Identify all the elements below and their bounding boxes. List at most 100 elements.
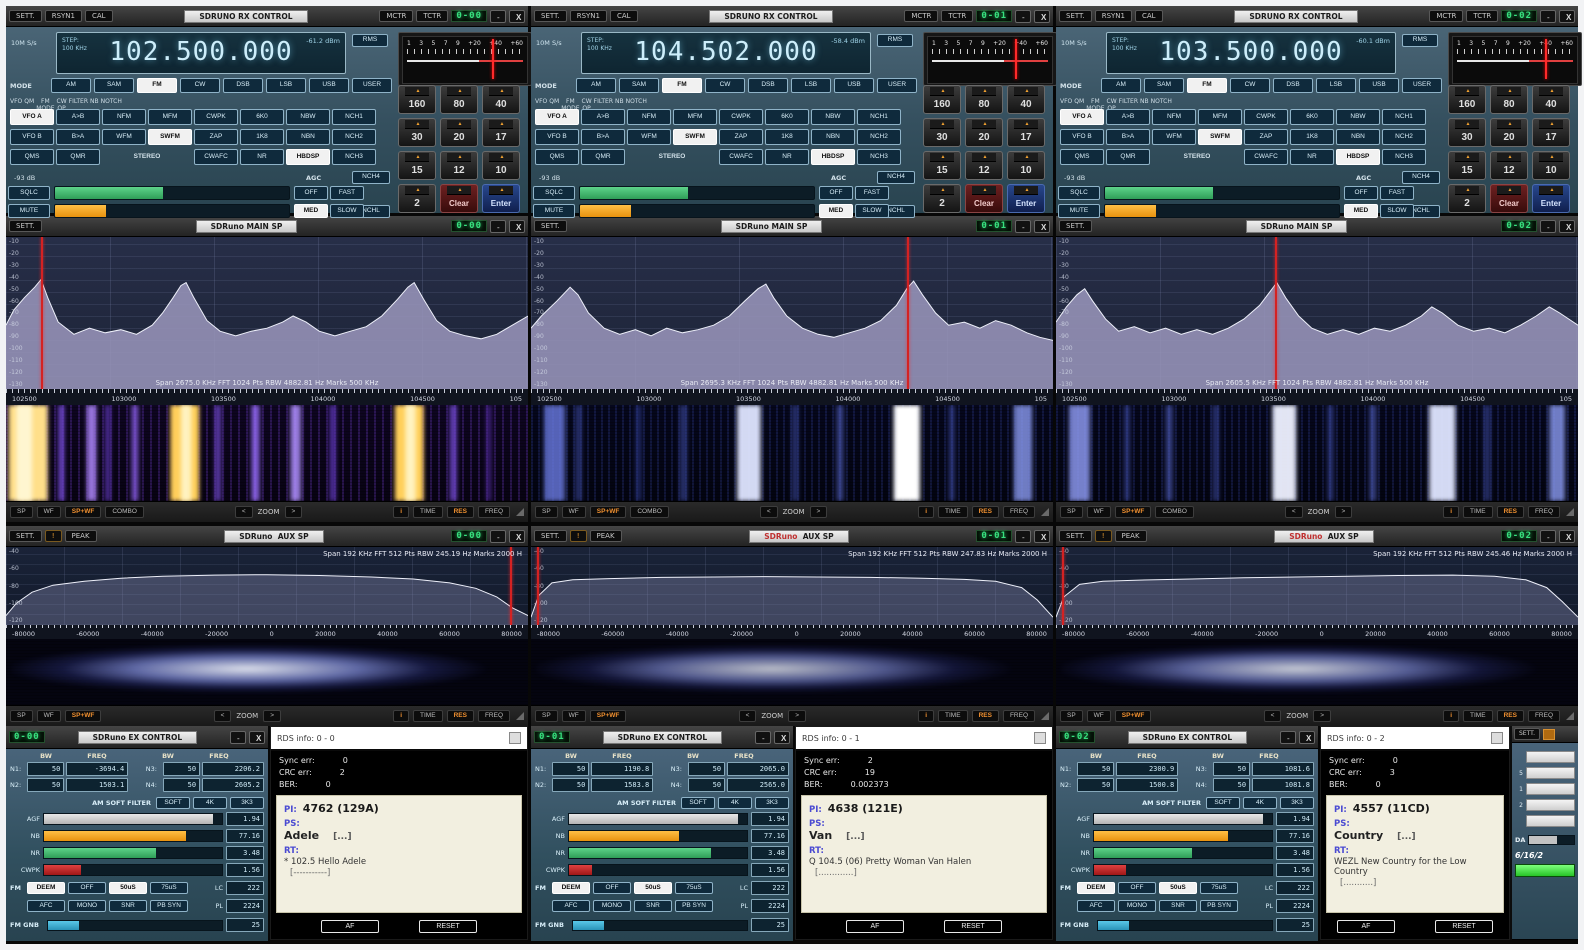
rx-grid-button[interactable]: QMR [56,149,100,165]
main-waterfall[interactable] [531,405,1053,501]
slider-track[interactable] [568,847,748,859]
mode-button[interactable]: AM [1101,78,1141,93]
mode-button[interactable]: USER [877,78,917,93]
band-key[interactable]: ▲ 20 [440,118,478,147]
rx-grid-button[interactable]: B>A [581,129,625,145]
reset-button[interactable]: RESET [1435,919,1493,933]
band-key[interactable]: ▲ Enter [482,184,520,213]
aux-titlebar-button[interactable]: ! [44,529,62,543]
band-key[interactable]: ▲ Clear [440,184,478,213]
frequency-display[interactable]: STEP: 100 KHz 103.500.000 -60.1 dBm [1106,32,1396,74]
band-key[interactable]: ▲ 17 [482,118,520,147]
slider-track[interactable] [43,830,223,842]
notch4-button[interactable]: NCH4 [1402,171,1440,184]
display-mode-button[interactable]: COMBO [630,505,669,519]
tune-marker[interactable] [537,547,540,625]
gnb-slider[interactable] [572,919,748,931]
rx-grid-button[interactable]: HBDSP [1336,149,1380,165]
squelch-slider[interactable] [579,186,815,200]
band-key[interactable]: ▲ 10 [482,151,520,180]
zoom-in-button[interactable]: > [284,505,303,519]
aux-titlebar-button[interactable]: SETT. [1059,529,1092,543]
display-mode-button[interactable]: SP+WF [1114,709,1152,723]
rx-grid-button[interactable]: 1K8 [765,129,809,145]
notch4-button[interactable]: NCH4 [352,171,390,184]
display-mode-button[interactable]: WF [1086,505,1111,519]
band-key[interactable]: ▲ 12 [1490,151,1528,180]
gnb-slider[interactable] [47,919,223,931]
notch4-bw[interactable]: 50 [163,778,201,792]
display-mode-button[interactable]: WF [561,505,586,519]
aux-titlebar-button[interactable]: PEAK [1114,529,1147,543]
rx-grid-button[interactable]: NCH3 [1382,149,1426,165]
rx-grid-button[interactable]: QMR [1106,149,1150,165]
agc-fast-button[interactable]: FAST [855,186,889,200]
rx-titlebar-button[interactable]: SETT. [534,9,567,23]
mode-button[interactable]: DSB [748,78,788,93]
sp-option-button[interactable]: TIME [938,505,968,519]
minimize-button[interactable]: - [755,730,772,744]
rx-grid-button[interactable]: QMS [10,149,54,165]
rx-grid-button[interactable]: NCH2 [332,129,376,145]
notch3-freq[interactable]: 1081.6 [1252,762,1314,776]
am-filter-button[interactable]: SOFT [1206,797,1240,809]
rx-titlebar-button[interactable]: MCTR [904,9,939,23]
band-key[interactable]: ▲ 160 [1448,85,1486,114]
sp-option-button[interactable]: TIME [1463,709,1493,723]
rx-grid-button[interactable]: NCH3 [857,149,901,165]
display-mode-button[interactable]: COMBO [105,505,144,519]
rx-titlebar-button[interactable]: TCTR [941,9,974,23]
slider-track[interactable] [1093,830,1273,842]
fm-deemphasis-button[interactable]: OFF [1118,882,1156,894]
rx-grid-button[interactable]: NBW [286,109,330,125]
rx-grid-button[interactable]: NCH3 [332,149,376,165]
fm-deemphasis-button[interactable]: OFF [593,882,631,894]
rx-grid-button[interactable]: CWAFC [1244,149,1288,165]
agc-med-button[interactable]: MED [294,204,328,218]
fm-deemphasis-button[interactable]: 75uS [150,882,188,894]
mode-button[interactable]: USB [1359,78,1399,93]
agc-off-button[interactable]: OFF [1344,186,1378,200]
band-key[interactable]: ▲ 160 [398,85,436,114]
close-button[interactable]: X [1559,219,1575,233]
band-key[interactable]: ▲ 20 [965,118,1003,147]
slider-track[interactable] [568,864,748,876]
rx-grid-button[interactable]: MFM [148,109,192,125]
band-key[interactable]: ▲ 20 [1490,118,1528,147]
zoom-in-button[interactable]: > [1334,505,1353,519]
rx-grid-button[interactable]: NR [765,149,809,165]
aux-waterfall[interactable] [531,639,1053,705]
notch2-bw[interactable]: 50 [552,778,590,792]
band-key[interactable]: ▲ 80 [965,85,1003,114]
rx-grid-button[interactable]: NCH2 [857,129,901,145]
agc-slow-button[interactable]: SLOW [330,204,364,218]
rx-grid-button[interactable]: WFM [1152,129,1196,145]
squelch-slider[interactable] [54,186,290,200]
rx-grid-button[interactable]: NFM [627,109,671,125]
rx-titlebar-button[interactable]: CAL [84,9,113,23]
mode-button[interactable]: DSB [223,78,263,93]
rx-grid-button[interactable]: CWPK [719,109,763,125]
rx-grid-button[interactable]: 1K8 [240,129,284,145]
rx-grid-button[interactable]: 1K8 [1290,129,1334,145]
mode-button[interactable]: SAM [94,78,134,93]
zoom-in-button[interactable]: > [809,505,828,519]
af-button[interactable]: AF [846,919,904,933]
rx-grid-button[interactable]: QMR [581,149,625,165]
rx-grid-button[interactable]: 6K0 [240,109,284,125]
rx-grid-button[interactable]: 6K0 [765,109,809,125]
mode-button[interactable]: LSB [791,78,831,93]
notch4-bw[interactable]: 50 [688,778,726,792]
rx-grid-button[interactable]: QMS [535,149,579,165]
notch1-bw[interactable]: 50 [1077,762,1115,776]
zoom-out-button[interactable]: < [1263,709,1282,723]
display-mode-button[interactable]: WF [36,505,61,519]
mode-button[interactable]: FM [1187,78,1227,93]
mode-button[interactable]: AM [576,78,616,93]
fm-option-button[interactable]: MONO [1118,900,1156,912]
display-mode-button[interactable]: SP+WF [589,505,627,519]
reset-button[interactable]: RESET [419,919,477,933]
close-button[interactable]: X [509,529,526,543]
mode-button[interactable]: CW [1230,78,1270,93]
rx-grid-button[interactable]: NCH2 [1382,129,1426,145]
